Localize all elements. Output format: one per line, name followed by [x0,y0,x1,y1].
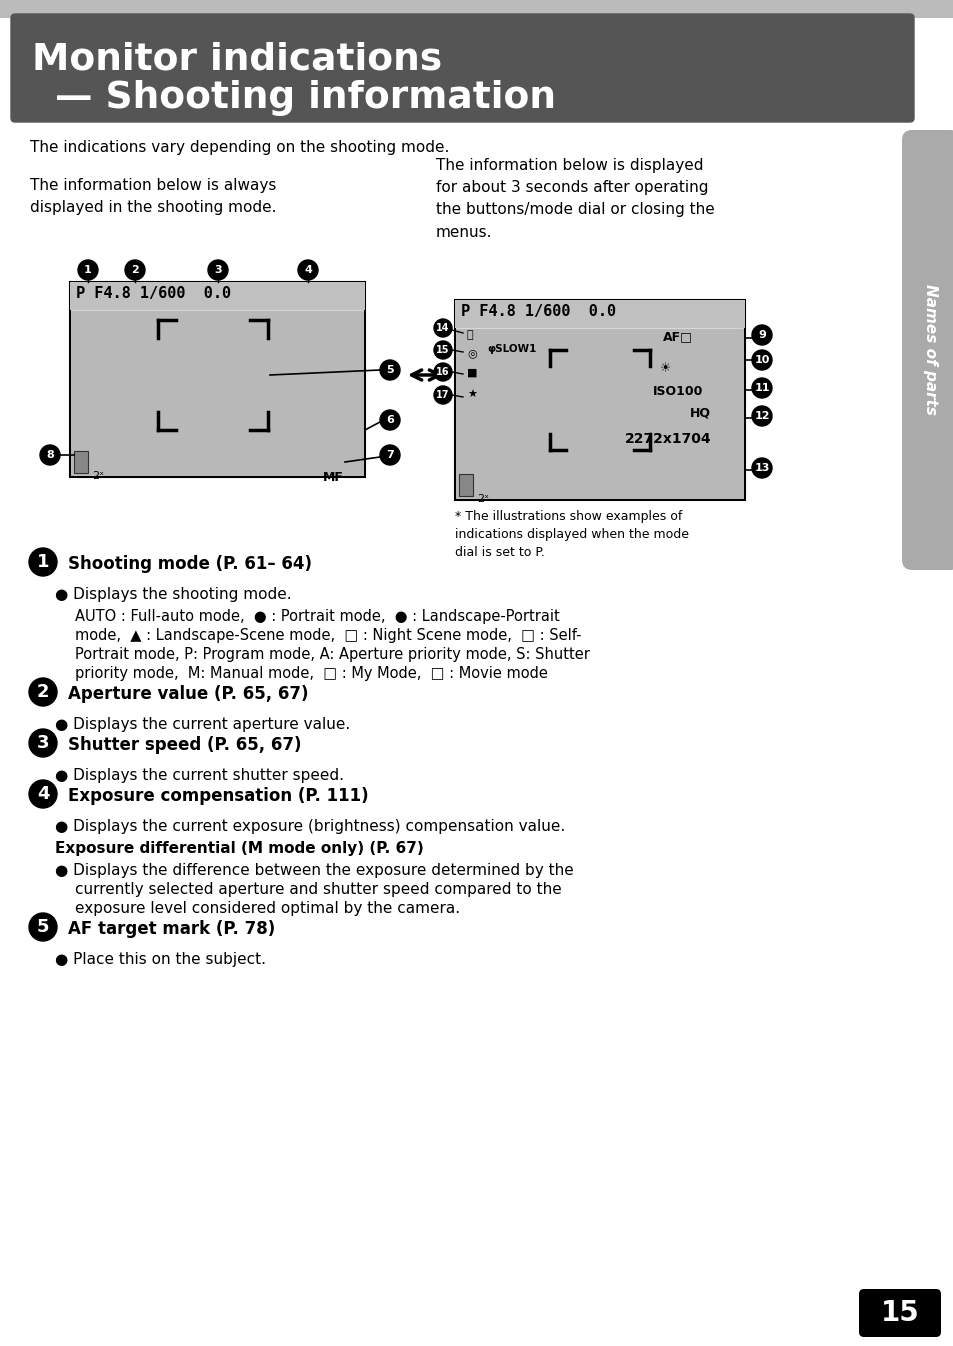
Circle shape [434,386,452,404]
Text: ● Displays the current aperture value.: ● Displays the current aperture value. [55,717,350,732]
Text: 8: 8 [46,450,53,460]
Text: ● Displays the current shutter speed.: ● Displays the current shutter speed. [55,769,344,783]
FancyBboxPatch shape [858,1289,940,1337]
Circle shape [751,378,771,398]
Text: Names of parts: Names of parts [923,284,938,416]
Circle shape [751,350,771,370]
Text: — Shooting information: — Shooting information [55,79,556,116]
Text: ● Displays the difference between the exposure determined by the: ● Displays the difference between the ex… [55,863,573,878]
Text: ◎: ◎ [467,349,476,358]
Circle shape [379,446,399,464]
Text: 2ˣ: 2ˣ [476,494,489,503]
Circle shape [751,406,771,425]
Text: 1: 1 [37,553,50,571]
Text: AUTO : Full-auto mode,  ● : Portrait mode,  ● : Landscape-Portrait: AUTO : Full-auto mode, ● : Portrait mode… [75,608,559,625]
Bar [74,451,88,472]
Bar [456,328,743,499]
Text: 12: 12 [754,411,769,421]
Text: φSLOW1: φSLOW1 [486,345,536,354]
Text: 2: 2 [37,682,50,701]
Bar [71,311,364,476]
Circle shape [434,341,452,359]
Text: AF target mark (P. 78): AF target mark (P. 78) [68,921,275,938]
Circle shape [29,678,57,707]
Text: The information below is always
displayed in the shooting mode.: The information below is always displaye… [30,178,276,215]
Text: ★: ★ [467,390,476,400]
Bar [70,283,365,476]
Circle shape [40,446,60,464]
Text: 9: 9 [758,330,765,341]
Bar [0,0,953,17]
Text: MF: MF [323,471,343,485]
Circle shape [29,548,57,576]
Text: 1: 1 [84,265,91,275]
Text: Portrait mode, P: Program mode, A: Aperture priority mode, S: Shutter: Portrait mode, P: Program mode, A: Apert… [75,647,589,662]
Text: 4: 4 [304,265,312,275]
Circle shape [208,260,228,280]
Text: The information below is displayed
for about 3 seconds after operating
the butto: The information below is displayed for a… [436,157,714,240]
Text: 17: 17 [436,390,449,400]
Bar [455,300,744,328]
Circle shape [379,359,399,380]
Text: ⌛: ⌛ [467,330,473,341]
Circle shape [434,363,452,381]
Circle shape [297,260,317,280]
Text: The indications vary depending on the shooting mode.: The indications vary depending on the sh… [30,140,449,155]
Text: 10: 10 [754,355,769,365]
Text: P F4.8 1/600  0.0: P F4.8 1/600 0.0 [460,304,616,319]
Text: Aperture value (P. 65, 67): Aperture value (P. 65, 67) [68,685,308,703]
Text: ■: ■ [467,367,477,378]
Circle shape [751,458,771,478]
Text: 2272x1704: 2272x1704 [624,432,711,446]
Text: ● Displays the current exposure (brightness) compensation value.: ● Displays the current exposure (brightn… [55,818,565,835]
Circle shape [751,324,771,345]
Text: Exposure differential (M mode only) (P. 67): Exposure differential (M mode only) (P. … [55,841,423,856]
FancyBboxPatch shape [11,13,913,122]
Text: AF□: AF□ [662,330,692,343]
Text: HQ: HQ [689,406,710,420]
Text: 15: 15 [436,345,449,355]
Text: * The illustrations show examples of
indications displayed when the mode
dial is: * The illustrations show examples of ind… [455,510,688,559]
Text: ● Place this on the subject.: ● Place this on the subject. [55,952,266,966]
Circle shape [78,260,98,280]
Text: 15: 15 [880,1299,919,1327]
Bar [70,283,365,310]
Text: Shutter speed (P. 65, 67): Shutter speed (P. 65, 67) [68,736,301,754]
Text: Monitor indications: Monitor indications [32,42,441,78]
Text: 4: 4 [37,785,50,804]
Text: 5: 5 [386,365,394,376]
Text: mode,  ▲ : Landscape-Scene mode,  □ : Night Scene mode,  □ : Self-: mode, ▲ : Landscape-Scene mode, □ : Nigh… [75,629,581,643]
Text: 2: 2 [131,265,139,275]
Circle shape [125,260,145,280]
FancyBboxPatch shape [901,131,953,569]
Text: ● Displays the shooting mode.: ● Displays the shooting mode. [55,587,292,602]
Text: ISO100: ISO100 [652,385,702,398]
Text: 13: 13 [754,463,769,472]
Bar [458,474,473,495]
Text: priority mode,  M: Manual mode,  □ : My Mode,  □ : Movie mode: priority mode, M: Manual mode, □ : My Mo… [75,666,547,681]
Text: 2ˣ: 2ˣ [91,471,104,481]
Text: 3: 3 [37,734,50,752]
Circle shape [379,411,399,429]
Circle shape [29,913,57,941]
Text: currently selected aperture and shutter speed compared to the: currently selected aperture and shutter … [75,882,561,896]
Text: 14: 14 [436,323,449,332]
Text: 16: 16 [436,367,449,377]
Circle shape [29,730,57,756]
Text: 3: 3 [214,265,222,275]
Text: ☀: ☀ [659,362,671,376]
Circle shape [29,779,57,808]
Text: P F4.8 1/600  0.0: P F4.8 1/600 0.0 [76,285,231,302]
Text: 11: 11 [754,384,769,393]
Text: Shooting mode (P. 61– 64): Shooting mode (P. 61– 64) [68,555,312,573]
Text: Exposure compensation (P. 111): Exposure compensation (P. 111) [68,787,368,805]
Bar [455,300,744,499]
Circle shape [434,319,452,336]
Text: 6: 6 [386,415,394,425]
Text: 7: 7 [386,450,394,460]
Text: exposure level considered optimal by the camera.: exposure level considered optimal by the… [75,900,459,917]
Text: 5: 5 [37,918,50,935]
